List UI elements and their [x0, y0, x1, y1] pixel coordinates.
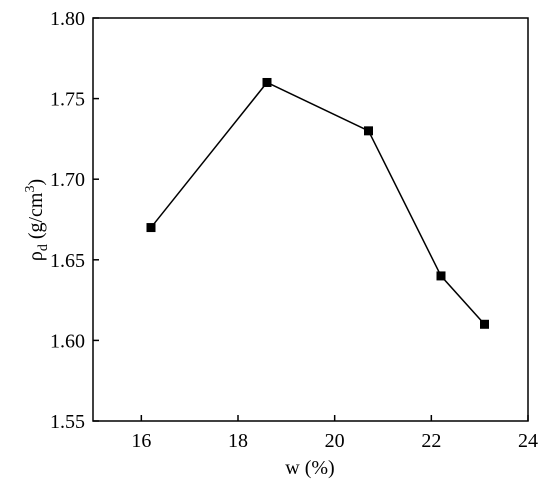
y-tick-label: 1.65 [50, 250, 85, 272]
y-axis-title-unit: (g/cm [25, 192, 47, 244]
data-point [262, 77, 272, 87]
x-tick-label: 22 [421, 430, 441, 452]
y-axis-title: ρd (g/cm3) [23, 179, 51, 261]
data-point [146, 223, 156, 233]
y-axis-ticks: 1.55 1.60 1.65 1.70 1.75 1.80 [50, 8, 99, 433]
data-markers [146, 77, 489, 329]
y-axis-title-subscript: d [36, 244, 51, 251]
y-axis-title-close: ) [25, 179, 47, 186]
y-tick-label: 1.70 [50, 169, 85, 191]
data-point [480, 319, 489, 329]
x-axis-title: w (%) [285, 457, 334, 479]
x-tick-label: 18 [228, 430, 248, 452]
y-axis-title-power: 3 [23, 186, 38, 193]
series-line [150, 81, 486, 325]
y-tick-label: 1.55 [50, 411, 85, 433]
y-tick-label: 1.75 [50, 89, 85, 111]
data-point [364, 126, 373, 136]
x-tick-label: 16 [131, 430, 151, 452]
plot-frame [92, 17, 529, 422]
y-tick-label: 1.60 [50, 330, 85, 352]
data-point [436, 271, 446, 281]
x-tick-label: 24 [518, 430, 538, 452]
x-axis-ticks: 16 18 20 22 24 [131, 415, 538, 452]
y-axis-title-symbol: ρ [25, 251, 47, 261]
y-tick-label: 1.80 [50, 8, 85, 30]
x-tick-label: 20 [325, 430, 345, 452]
